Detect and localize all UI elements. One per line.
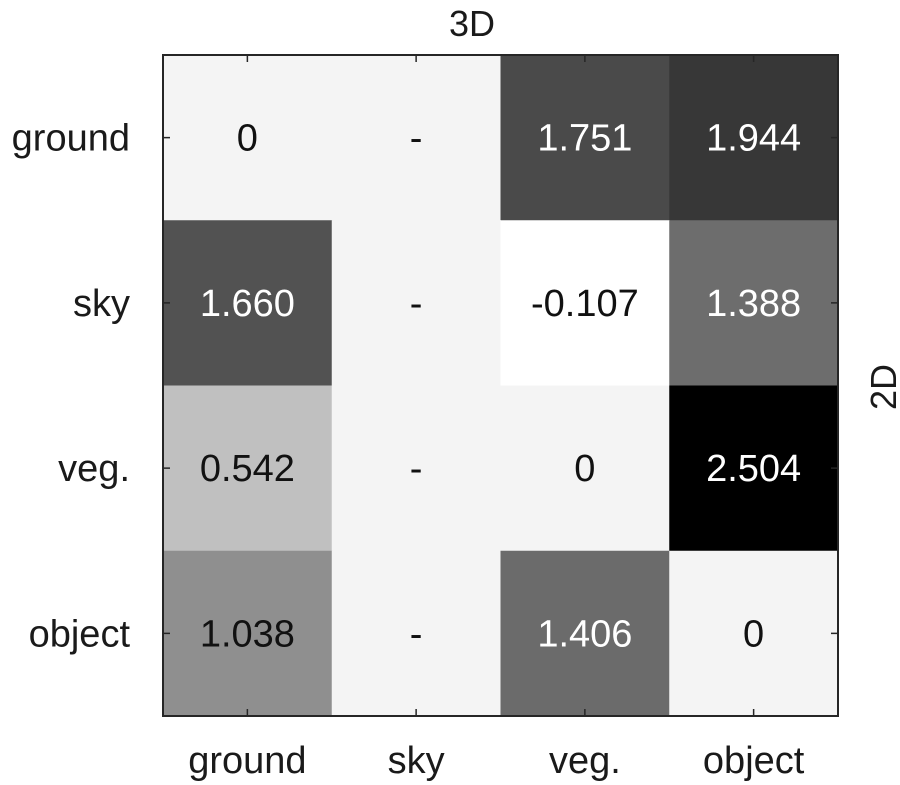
chart-title: 3D: [449, 3, 495, 44]
heatmap-cell-3-1: [331, 550, 501, 717]
heatmap-cell-2-0: [163, 385, 333, 552]
cell-label-0-1: -: [410, 118, 423, 160]
cell-label-0-2: 1.751: [537, 118, 632, 160]
cell-label-2-2: 0: [574, 448, 595, 490]
y-axis-title: 2D: [863, 364, 900, 410]
heatmap-cell-0-1: [331, 55, 501, 221]
axis-ticks: [163, 55, 838, 716]
heatmap-cell-3-0: [163, 550, 333, 717]
x-tick-label-2: veg.: [549, 740, 621, 782]
cell-label-3-3: 0: [743, 613, 764, 655]
cell-label-1-3: 1.388: [706, 283, 801, 325]
heatmap-cell-2-2: [500, 385, 670, 552]
y-tick-label-3: object: [29, 613, 131, 655]
cell-label-2-1: -: [410, 448, 423, 490]
cell-label-1-2: -0.107: [531, 283, 639, 325]
heatmap-cell-3-2: [500, 550, 670, 717]
y-tick-label-1: sky: [73, 283, 130, 325]
y-tick-label-0: ground: [12, 118, 130, 160]
x-tick-label-0: ground: [188, 740, 306, 782]
heatmap-cell-1-3: [669, 220, 839, 386]
heatmap-cell-2-3: [669, 385, 839, 552]
cell-label-0-3: 1.944: [706, 118, 801, 160]
cell-label-2-0: 0.542: [200, 448, 295, 490]
x-tick-label-1: sky: [388, 740, 445, 782]
cell-label-3-2: 1.406: [537, 613, 632, 655]
cell-label-1-1: -: [410, 283, 423, 325]
x-tick-label-3: object: [703, 740, 805, 782]
cell-label-3-0: 1.038: [200, 613, 295, 655]
y-tick-labels: ground sky veg. object: [12, 118, 131, 656]
cell-label-1-0: 1.660: [200, 283, 295, 325]
heatmap-cell-3-3: [669, 550, 839, 717]
cell-label-3-1: -: [410, 613, 423, 655]
heatmap-cell-1-2: [500, 220, 670, 386]
cell-label-2-3: 2.504: [706, 448, 801, 490]
x-tick-labels: ground sky veg. object: [188, 740, 805, 782]
heatmap-cell-1-0: [163, 220, 333, 386]
cell-label-0-0: 0: [237, 118, 258, 160]
heatmap-cell-0-2: [500, 55, 670, 221]
y-tick-label-2: veg.: [58, 448, 130, 490]
heatmap-cell-2-1: [331, 385, 501, 552]
heatmap-cell-1-1: [331, 220, 501, 386]
heatmap-cells: 0 - 1.751 1.944 1.660 - -0.107 1.388 0.542 - 0 2.50…: [163, 55, 839, 717]
heatmap-cell-0-3: [669, 55, 839, 221]
heatmap-cell-0-0: [163, 55, 333, 221]
plot-frame: [162, 54, 839, 717]
